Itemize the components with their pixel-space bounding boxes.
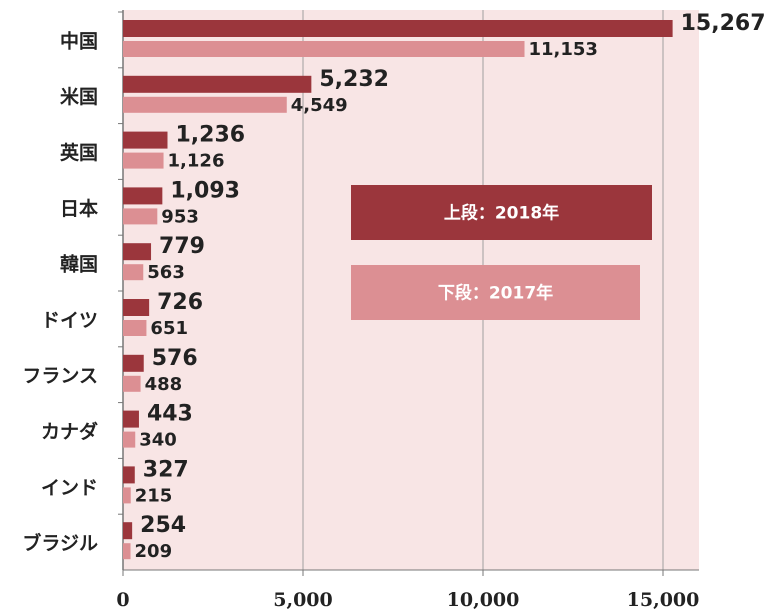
bar <box>123 410 139 428</box>
data-label: 651 <box>150 318 188 339</box>
bar <box>123 466 135 484</box>
x-tick-label: 0 <box>116 589 129 611</box>
bar <box>123 375 141 392</box>
data-label: 953 <box>161 206 199 227</box>
data-label: 488 <box>145 374 183 395</box>
bar <box>123 487 131 504</box>
bar <box>123 299 150 316</box>
data-label: 1,236 <box>175 123 245 148</box>
y-tick-label: 韓国 <box>60 253 98 276</box>
x-tick-label: 15,000 <box>627 589 700 611</box>
legend-label: 下段：2017年 <box>438 283 553 304</box>
legend-label: 上段：2018年 <box>444 203 559 224</box>
bar <box>123 152 164 169</box>
y-tick-label: 英国 <box>60 141 98 164</box>
data-label: 443 <box>147 402 193 427</box>
bar <box>123 543 131 560</box>
data-label: 779 <box>159 234 205 259</box>
y-tick-label: 日本 <box>60 197 98 220</box>
bar <box>123 431 136 448</box>
data-label: 1,126 <box>168 151 225 172</box>
data-label: 215 <box>135 485 173 506</box>
data-label: 11,153 <box>529 39 598 60</box>
bar <box>123 96 287 113</box>
y-tick-label: インド <box>41 477 98 499</box>
data-label: 726 <box>157 290 203 315</box>
bar <box>123 354 144 372</box>
bar <box>123 264 144 281</box>
bar <box>123 243 152 261</box>
data-label: 327 <box>143 457 189 482</box>
bar <box>123 41 525 57</box>
data-label: 340 <box>139 430 177 451</box>
data-label: 254 <box>140 513 186 538</box>
y-tick-label: 中国 <box>60 29 98 52</box>
x-tick-label: 10,000 <box>447 589 520 611</box>
y-tick-label: カナダ <box>41 420 98 443</box>
bar <box>123 320 147 336</box>
data-label: 209 <box>135 541 173 562</box>
y-tick-label: 米国 <box>60 85 98 108</box>
legend-box <box>351 265 640 320</box>
data-label: 4,549 <box>291 95 348 116</box>
x-tick-label: 5,000 <box>273 589 333 611</box>
legend-box <box>351 185 652 240</box>
data-label: 1,093 <box>170 178 240 203</box>
bar <box>123 522 133 540</box>
data-label: 576 <box>152 346 198 371</box>
bar <box>123 20 673 37</box>
y-tick-label: ドイツ <box>41 309 98 331</box>
y-tick-label: ブラジル <box>22 532 98 555</box>
bar <box>123 187 163 205</box>
y-tick-label: フランス <box>22 365 98 387</box>
bar <box>123 75 312 93</box>
bar <box>123 131 168 149</box>
data-label: 5,232 <box>319 67 389 92</box>
bar <box>123 208 158 225</box>
data-label: 563 <box>147 262 185 283</box>
data-label: 15,267 <box>681 11 766 36</box>
